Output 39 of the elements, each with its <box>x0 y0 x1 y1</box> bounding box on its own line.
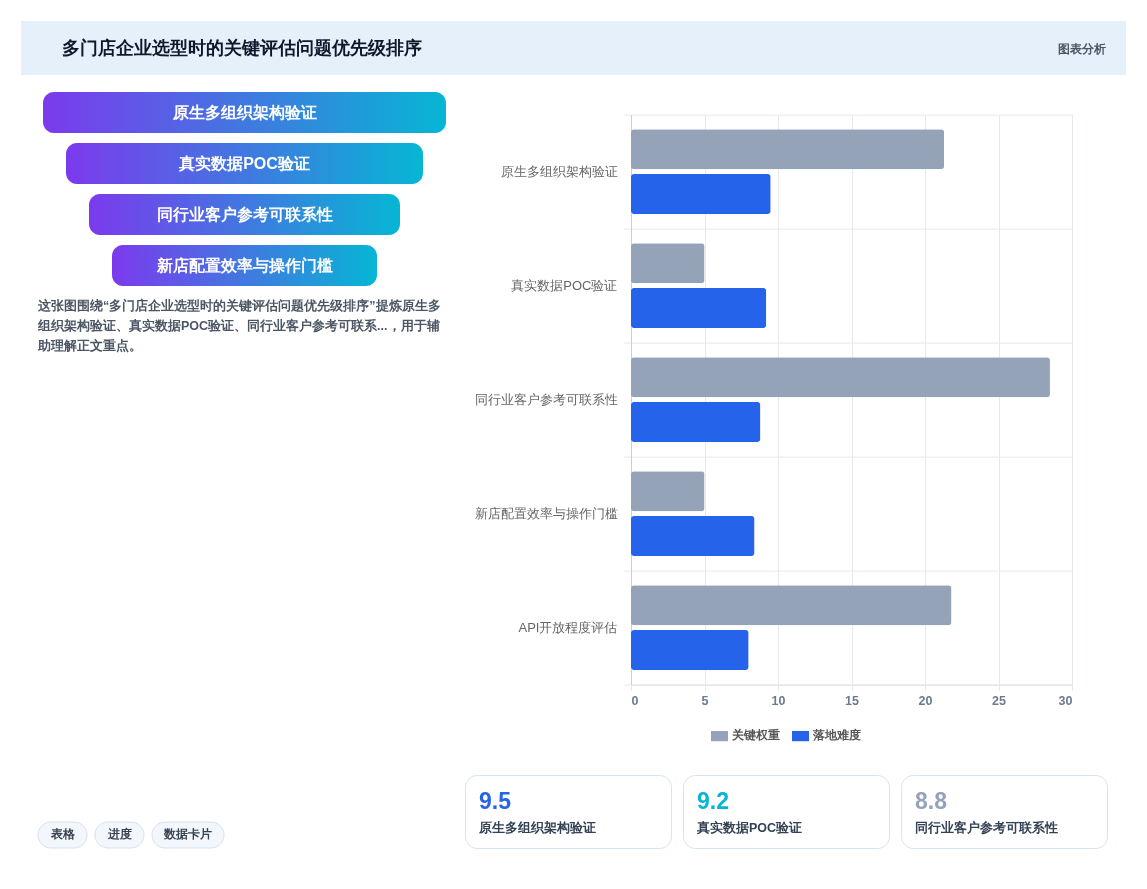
data-label: 9.5 <box>479 788 512 814</box>
data-label: 9.2 <box>697 788 729 814</box>
text: 进度 <box>106 827 132 840</box>
bar <box>631 243 705 284</box>
category-label: 同行业客户参考可联系性 <box>156 204 333 223</box>
bar <box>631 288 767 328</box>
category-label: 原生多组织架构验证 <box>171 103 317 121</box>
bar <box>631 402 761 442</box>
category-label: 真实数据POC验证 <box>178 154 310 172</box>
bar <box>631 630 749 670</box>
y-tick-label: 新店配置效率与操作门槛 <box>474 506 618 522</box>
bar <box>631 471 705 512</box>
text: 表格 <box>49 827 76 840</box>
y-tick-label: API开放程度评估 <box>518 620 618 636</box>
category-label: 同行业客户参考可联系性 <box>915 820 1058 835</box>
category-label: 真实数据POC验证 <box>696 820 803 835</box>
x-tick-label: 0 <box>631 694 639 709</box>
x-tick-label: 25 <box>992 694 1006 709</box>
legend-label: 关键权重 <box>731 728 780 742</box>
y-tick-label: 真实数据POC验证 <box>511 278 618 294</box>
bar <box>631 516 755 556</box>
x-tick-label: 10 <box>771 694 786 709</box>
text: 数据卡片 <box>163 827 212 841</box>
text: 图表分析 <box>1058 42 1106 56</box>
category-label: 新店配置效率与操作门槛 <box>155 255 333 274</box>
y-tick-label: 同行业客户参考可联系性 <box>474 392 618 408</box>
x-tick-label: 30 <box>1058 694 1073 709</box>
text: 多门店企业选型时的关键评估问题优先级排序 <box>62 38 422 58</box>
bar <box>631 357 1050 398</box>
text: 这张图围绕“多门店企业选型时的关键评估问题优先级排序”提炼原生多组织架构验证、真实数据POC验证、同行业客户参考可联系...，用于辅助理解正文重点。 <box>37 297 441 353</box>
bar <box>631 129 945 170</box>
data-label: 8.8 <box>915 788 948 814</box>
y-tick-label: 原生多组织架构验证 <box>500 164 618 180</box>
x-tick-label: 15 <box>845 694 859 709</box>
bar <box>631 174 771 214</box>
x-tick-label: 20 <box>918 694 933 709</box>
x-tick-label: 5 <box>701 694 709 709</box>
bar <box>631 585 952 626</box>
legend-label: 落地难度 <box>812 728 861 743</box>
